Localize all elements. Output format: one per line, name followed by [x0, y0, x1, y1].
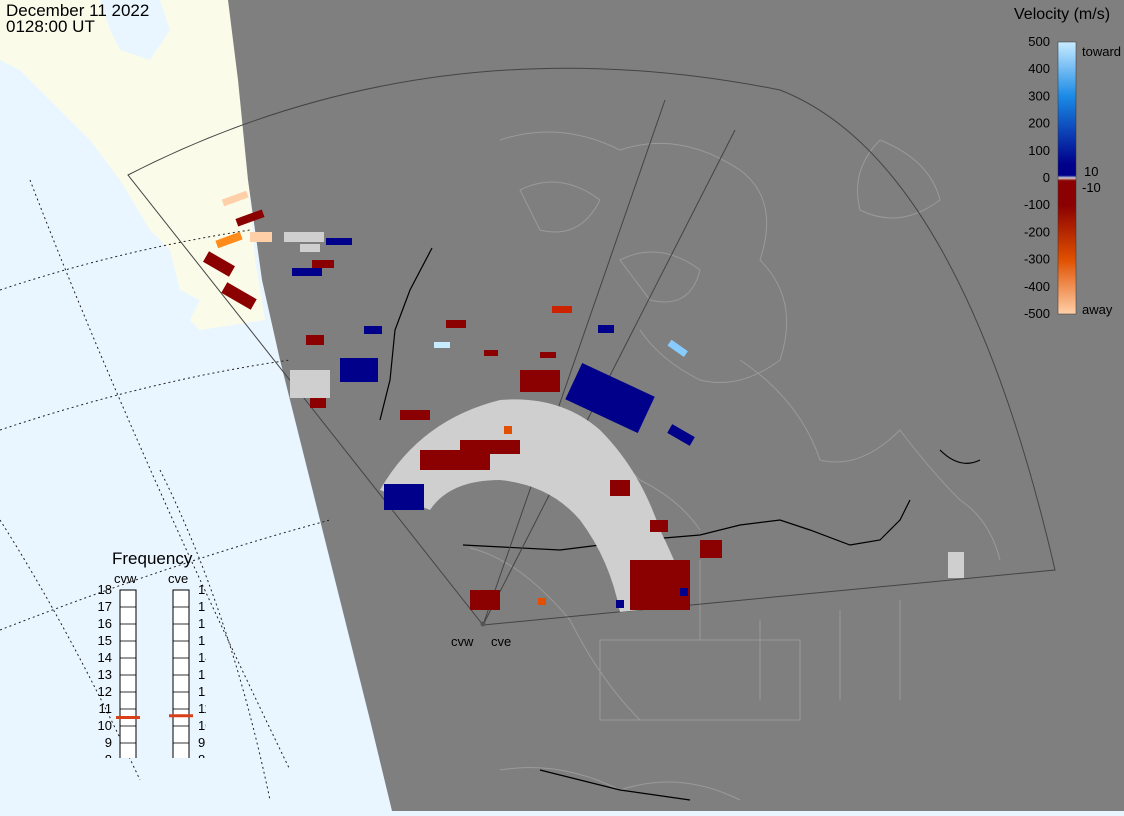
frequency-tick-left: 18	[98, 582, 112, 597]
frequency-tick-right: 13	[198, 667, 206, 682]
radar-site-marker	[480, 621, 486, 627]
colorbar-tick-label: 400	[1028, 61, 1050, 76]
colorbar-tick-label: -100	[1024, 197, 1050, 212]
frequency-tick-left: 9	[105, 735, 112, 750]
colorbar-away-label: away	[1082, 302, 1113, 317]
frequency-tick-left: 15	[98, 633, 112, 648]
daylight-land	[0, 0, 265, 330]
frequency-tick-left: 12	[98, 684, 112, 699]
night-side	[228, 0, 1124, 811]
frequency-tick-left: 16	[98, 616, 112, 631]
frequency-tick-right: 16	[198, 616, 206, 631]
frequency-tick-right: 11	[198, 701, 206, 716]
colorbar-pos-threshold: 10	[1084, 164, 1098, 179]
colorbar-gradient	[1057, 41, 1077, 315]
radar-label-cve: cve	[491, 634, 511, 649]
time-label: 0128:00 UT	[6, 17, 95, 36]
date-label: December 11 2022	[6, 1, 150, 20]
frequency-tick-right: 18	[198, 582, 206, 597]
light-echoes	[215, 190, 688, 605]
frequency-tick-left: 11	[99, 701, 113, 716]
frequency-tick-right: 8	[198, 752, 205, 758]
velocity-colorbar: 500 400 300 200 100 0 -100 -200 -300 -400 -500 tow…	[1024, 34, 1121, 321]
frequency-tick-left: 14	[98, 650, 112, 665]
colorbar-title: Velocity (m/s)	[1014, 6, 1111, 23]
frequency-tick-right: 12	[198, 684, 206, 699]
freq-label-cvw: cvw	[114, 571, 137, 586]
colorbar-tick-label: 200	[1028, 116, 1050, 131]
toward-echoes	[292, 238, 695, 608]
radar-label-cvw: cvw	[451, 634, 474, 649]
colorbar-ticks: 500 400 300 200 100 0 -100 -200 -300 -400 -500	[1024, 34, 1050, 321]
colorbar-neg-threshold: -10	[1082, 180, 1101, 195]
frequency-tick-left: 17	[98, 599, 112, 614]
frequency-tick-left: 10	[98, 718, 112, 733]
alaska-bay	[100, 0, 170, 60]
colorbar-tick-label: -400	[1024, 279, 1050, 294]
colorbar-toward-label: toward	[1082, 44, 1121, 59]
colorbar-tick-label: -500	[1024, 306, 1050, 321]
coastlines	[469, 131, 1001, 801]
away-echoes	[203, 209, 722, 610]
frequency-column	[119, 589, 137, 758]
latlon-grid	[0, 179, 331, 801]
colorbar-tick-label: 300	[1028, 88, 1050, 103]
frequency-column	[172, 589, 190, 758]
frequency-tick-right: 17	[198, 599, 206, 614]
frequency-title: Frequency	[112, 549, 193, 568]
frequency-tick-left: 8	[105, 752, 112, 758]
frequency-panel: cvw cve 18 18 17 17 16 16 15 15 14 14 13 13 12 12 11 11…	[98, 571, 206, 758]
colorbar-tick-label: 0	[1043, 170, 1050, 185]
frequency-tick-right: 15	[198, 633, 206, 648]
frequency-tick-right: 14	[198, 650, 206, 665]
colorbar-tick-label: 100	[1028, 143, 1050, 158]
frequency-tick-right: 9	[198, 735, 205, 750]
freq-label-cve: cve	[168, 571, 188, 586]
frequency-tick-left: 13	[98, 667, 112, 682]
colorbar-tick-label: -300	[1024, 252, 1050, 267]
colorbar-tick-label: 500	[1028, 34, 1050, 49]
colorbar-tick-label: -200	[1024, 224, 1050, 239]
frequency-grid: 18 18 17 17 16 16 15 15 14 14 13 13 12 12 11 11 10 10 9 9 8 8	[98, 582, 206, 758]
frequency-tick-right: 10	[198, 718, 206, 733]
